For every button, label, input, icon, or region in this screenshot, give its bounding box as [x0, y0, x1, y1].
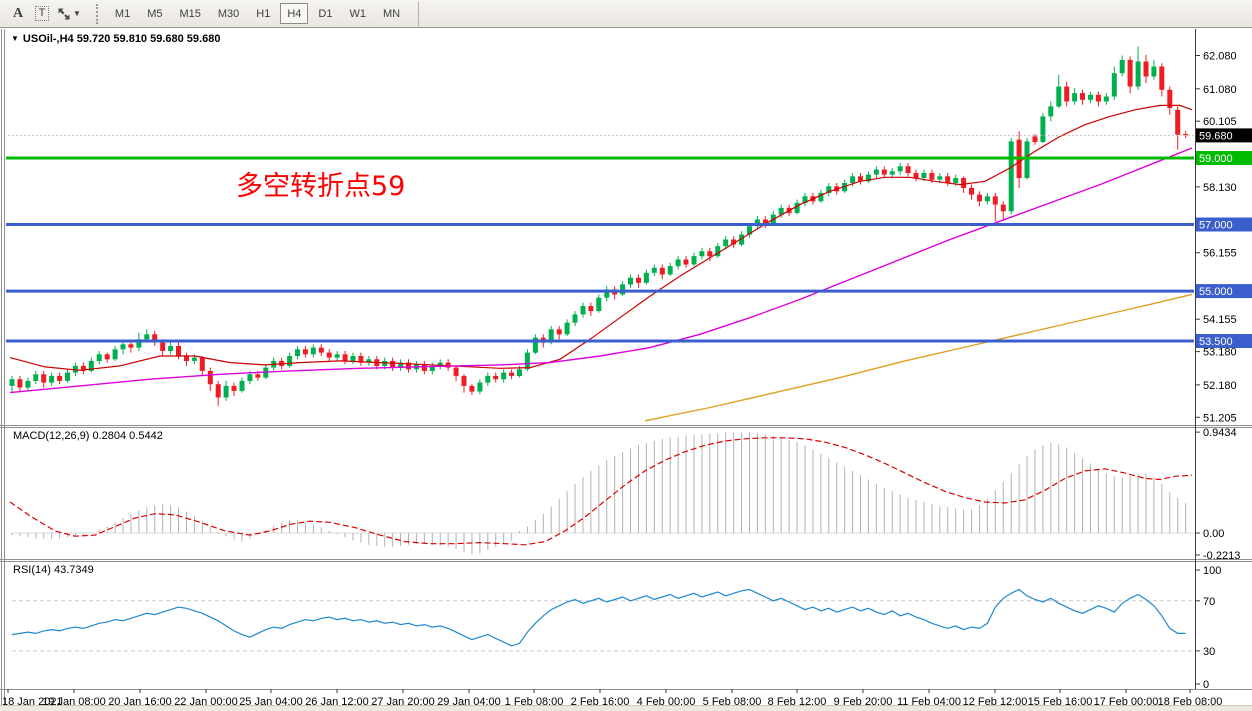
- collapse-triangle-icon: ▼: [11, 34, 19, 43]
- timeframe-button-h1[interactable]: H1: [249, 3, 277, 24]
- ma-slow-orange: [644, 293, 1193, 422]
- price-badge-label: 53.500: [1199, 336, 1233, 348]
- timeframe-button-group: M1 M5 M15 M30 H1 H4 D1 W1 MN: [108, 3, 410, 24]
- timeframe-button-w1[interactable]: W1: [342, 3, 373, 24]
- rsi-tick-label: 30: [1203, 646, 1215, 658]
- macd-tick-label: 0.00: [1203, 528, 1224, 540]
- timeframe-button-m15[interactable]: M15: [172, 3, 207, 24]
- rsi-axis: 100 70 30 0: [1195, 565, 1221, 691]
- chart-canvas[interactable]: 62.080 61.080 60.105 58.130 56.155 54.155 53.1…: [0, 28, 1252, 711]
- horizontal-levels-layer: [6, 156, 1194, 343]
- macd-layer: [9, 432, 1194, 555]
- text-label-tool-button[interactable]: A: [6, 3, 30, 25]
- arrows-tool-button[interactable]: ▼: [54, 3, 84, 25]
- price-tick-label: 52.180: [1203, 380, 1237, 392]
- price-tick-label: 61.080: [1203, 84, 1237, 96]
- rsi-line: [11, 588, 1186, 647]
- rsi-layer: [11, 588, 1194, 652]
- price-tick-label: 56.155: [1203, 248, 1237, 260]
- timeframe-button-mn[interactable]: MN: [376, 3, 407, 24]
- macd-label: MACD(12,26,9) 0.2804 0.5442: [13, 430, 163, 442]
- price-badge-label: 59.680: [1199, 130, 1233, 142]
- macd-axis: 0.9434 0.00 -0.2213: [1195, 427, 1240, 562]
- rsi-tick-label: 100: [1203, 565, 1221, 577]
- price-badge-59.000: [1196, 151, 1252, 165]
- price-badge-59.680: [1196, 128, 1252, 143]
- price-badge-55.000: [1196, 284, 1252, 299]
- rsi-tick-label: 0: [1203, 679, 1209, 691]
- dropdown-caret-icon: ▼: [73, 9, 81, 18]
- window-edge: [0, 705, 1252, 711]
- toolbar-drag-grip[interactable]: [95, 3, 100, 24]
- top-toolbar: A T ▼ M1 M5 M15 M30 H1 H4 D1 W1 MN: [0, 0, 1252, 28]
- timeframe-button-m5[interactable]: M5: [140, 3, 169, 24]
- price-tick-label: 60.105: [1203, 116, 1237, 128]
- window-frame: [0, 29, 1252, 706]
- price-badge-label: 55.000: [1199, 286, 1233, 298]
- timeframe-button-h4[interactable]: H4: [280, 3, 309, 24]
- chart-title: ▼ USOil-,H4 59.720 59.810 59.680 59.680: [11, 33, 220, 45]
- price-badge-label: 57.000: [1199, 220, 1233, 232]
- text-box-icon: T: [34, 6, 50, 21]
- timeframe-button-d1[interactable]: D1: [311, 3, 339, 24]
- price-badge-53.500: [1196, 334, 1252, 348]
- price-axis: 62.080 61.080 60.105 58.130 56.155 54.155 53.1…: [1195, 51, 1252, 424]
- chart-annotation: 多空转折点59: [236, 171, 406, 202]
- chart-title-text: USOil-,H4 59.720 59.810 59.680 59.680: [22, 33, 221, 45]
- macd-signal-line: [9, 437, 1193, 546]
- price-tick-label: 62.080: [1203, 51, 1237, 63]
- timeframe-button-m1[interactable]: M1: [108, 3, 137, 24]
- price-tick-label: 58.130: [1203, 182, 1237, 194]
- text-box-tool-button[interactable]: T: [30, 3, 54, 25]
- macd-tick-label: -0.2213: [1203, 550, 1240, 562]
- toolbar-separator: [418, 1, 420, 26]
- price-tick-label: 51.205: [1203, 412, 1237, 424]
- price-badge-57.000: [1196, 217, 1252, 232]
- ma-fast-red: [9, 104, 1193, 371]
- price-tick-label: 54.155: [1203, 314, 1237, 326]
- price-tick-label: 53.180: [1203, 347, 1237, 359]
- moving-averages-layer: [8, 104, 1194, 422]
- arrows-icon: [58, 8, 70, 19]
- price-badge-label: 59.000: [1199, 153, 1233, 165]
- candles-layer: [9, 46, 1189, 406]
- timeframe-button-m30[interactable]: M30: [211, 3, 246, 24]
- rsi-tick-label: 70: [1203, 596, 1215, 608]
- rsi-label: RSI(14) 43.7349: [13, 564, 94, 576]
- macd-tick-label: 0.9434: [1203, 427, 1237, 439]
